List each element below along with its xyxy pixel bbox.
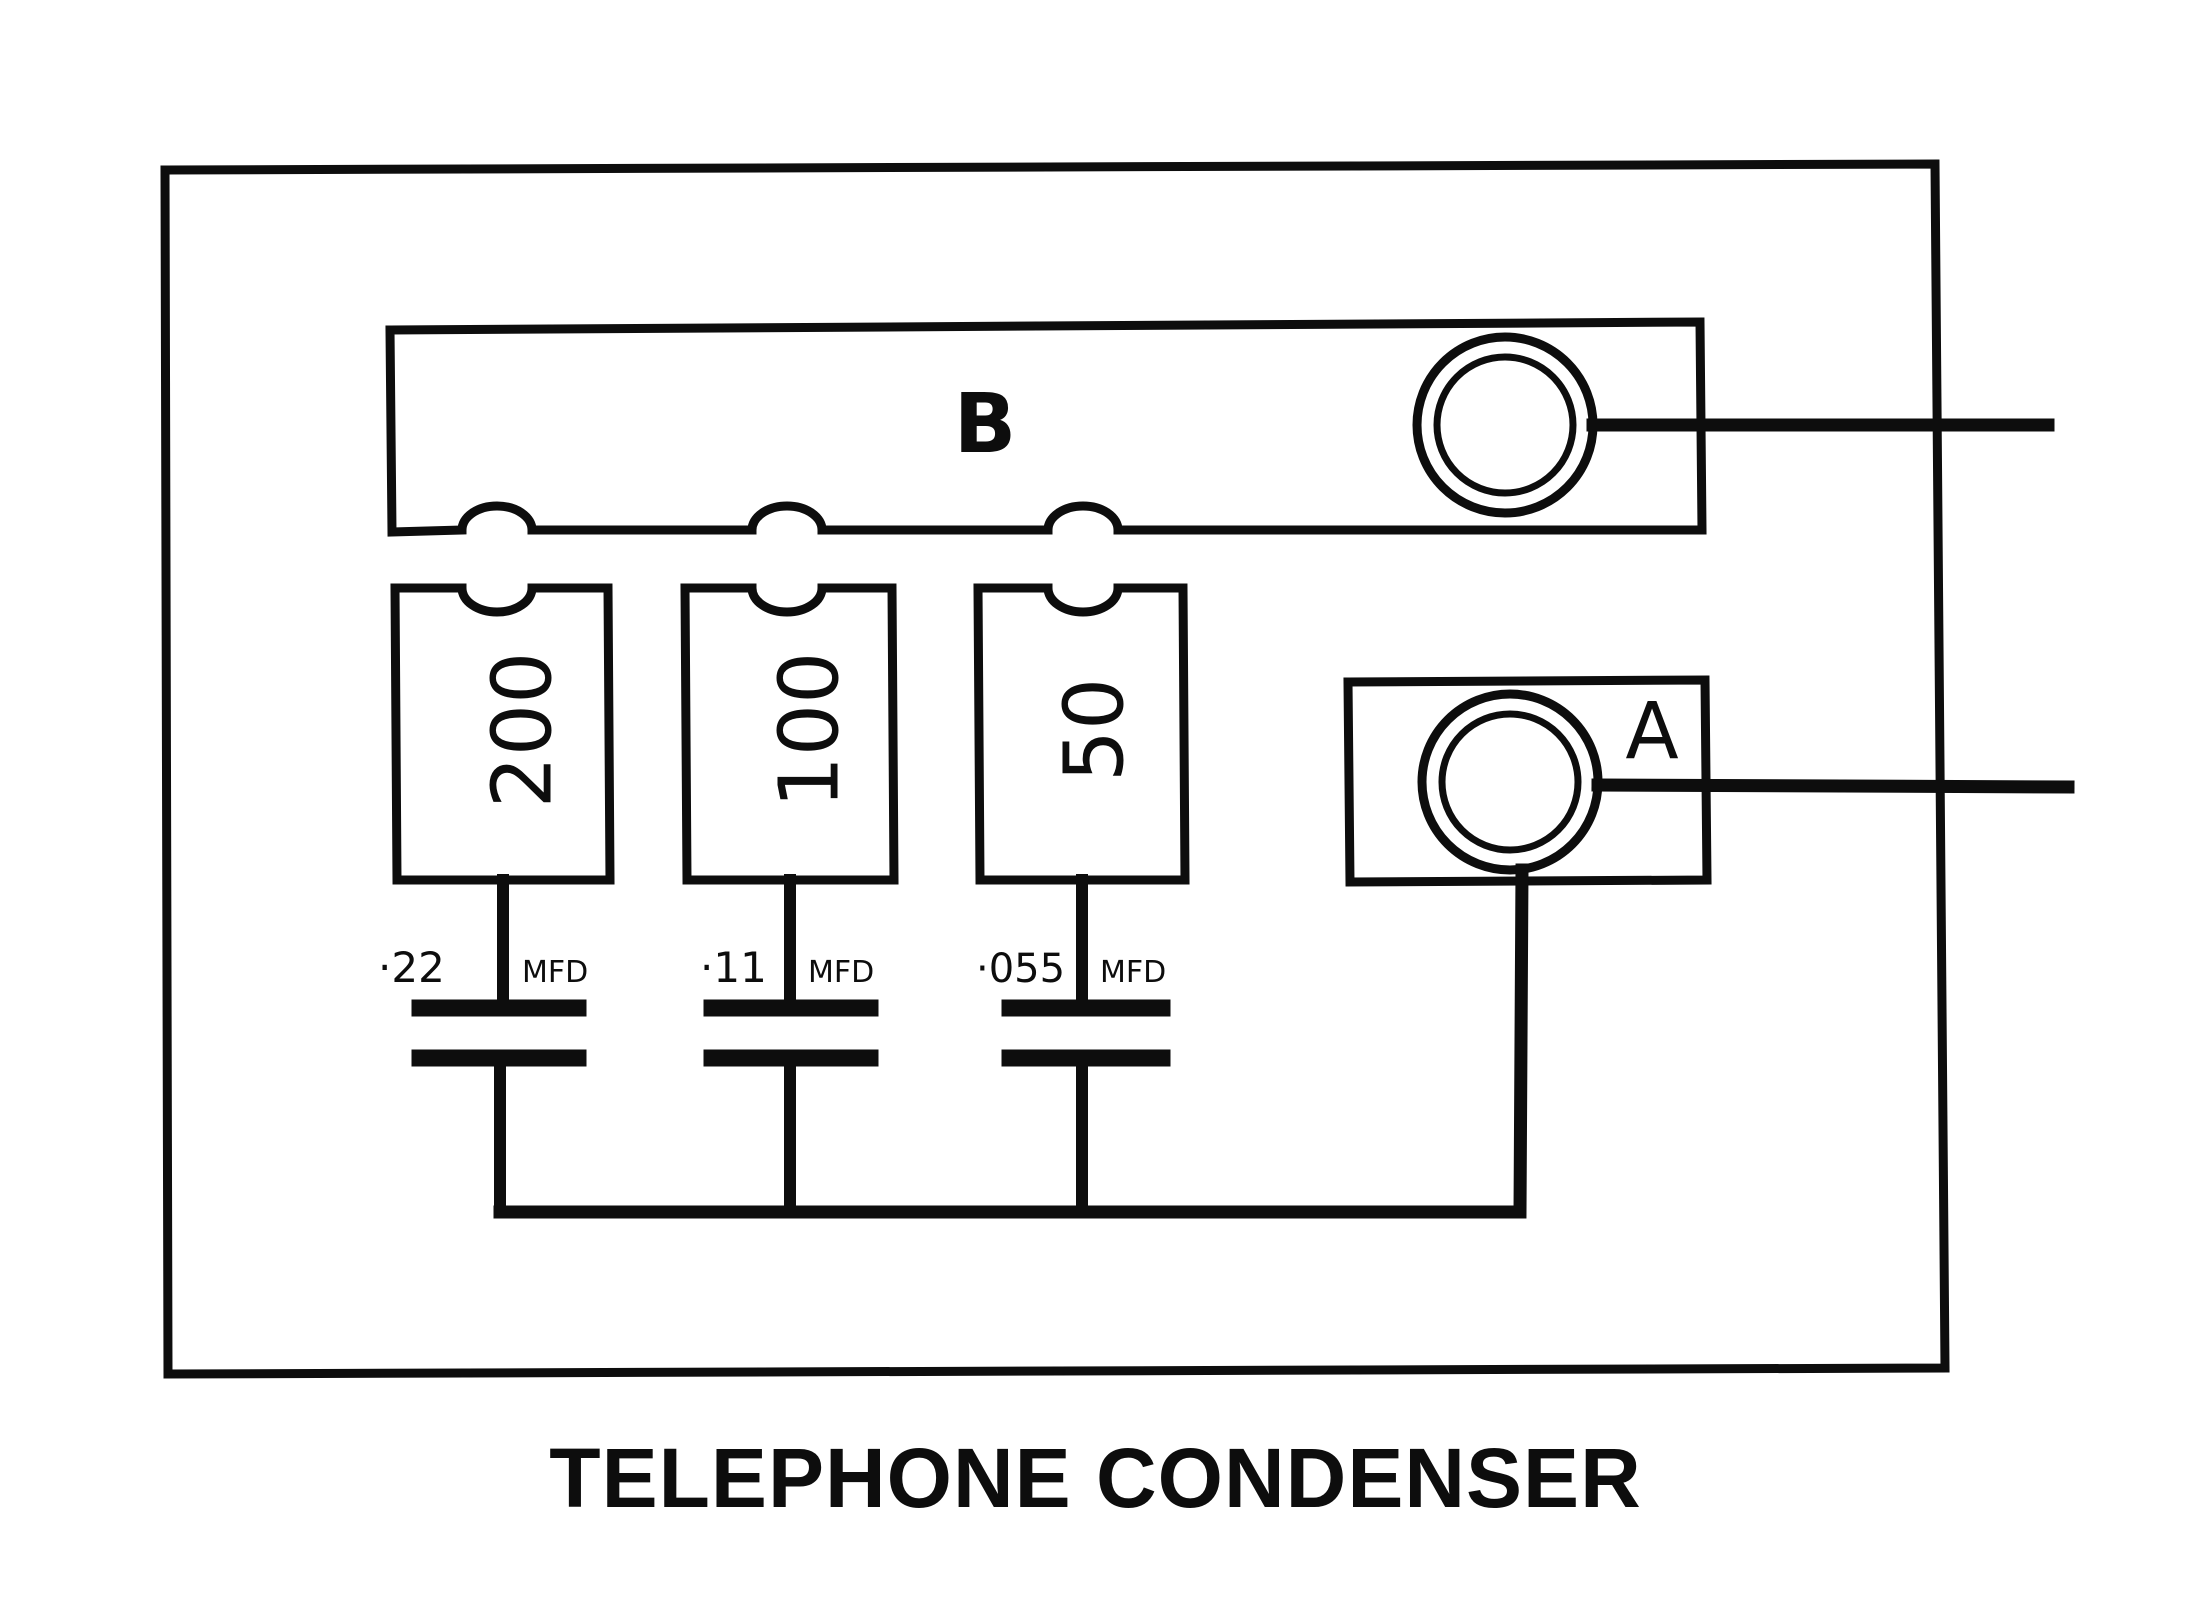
diagram-caption: TELEPHONE CONDENSER: [549, 1431, 1642, 1525]
switch-block-50: 50: [973, 583, 1190, 885]
terminal-b-label: B: [954, 377, 1017, 472]
capacitance-value-3: ·055: [976, 946, 1065, 992]
capacitance-value-1: ·22: [378, 943, 445, 992]
capacitance-unit-3: MFD: [1100, 955, 1166, 990]
terminal-a-post: [1417, 689, 1603, 875]
capacitor-3: [1001, 874, 1171, 1218]
capacitance-unit-1: MFD: [522, 955, 588, 990]
lead-wire-a: [1591, 778, 2075, 794]
capacitor-1: [411, 874, 587, 1218]
switch-block-100: 100: [680, 583, 899, 885]
capacitance-value-2: ·11: [700, 943, 767, 992]
capacitance-unit-2: MFD: [808, 955, 874, 990]
terminal-a-label: A: [1625, 687, 1678, 777]
terminal-b-post: [1412, 332, 1598, 518]
switch-block-label: 50: [1047, 678, 1142, 782]
switch-block-label: 100: [762, 652, 857, 809]
capacitor-2: [703, 874, 879, 1218]
terminal-a-block: [1343, 675, 1712, 887]
bus-bar-b: [385, 317, 1707, 537]
switch-block-200: 200: [390, 583, 615, 885]
common-return-wire: [493, 863, 1529, 1219]
switch-block-label: 200: [475, 652, 570, 809]
outer-enclosure: [160, 159, 1950, 1379]
